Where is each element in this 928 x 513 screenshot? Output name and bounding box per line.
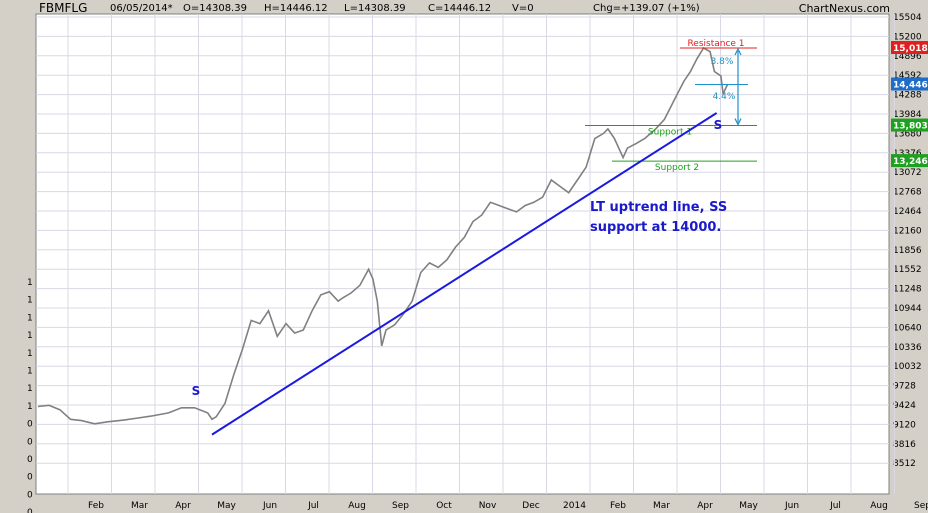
left-axis-label: 1: [27, 349, 33, 359]
left-axis-label: 1: [27, 384, 33, 394]
x-tick-label: Jul: [307, 501, 319, 511]
quote-low: L=14308.39: [344, 3, 406, 14]
x-tick-label: May: [217, 501, 236, 511]
x-tick-label: Feb: [88, 501, 104, 511]
x-tick-label: 2014: [563, 501, 586, 511]
y-tick-label: 12464: [893, 207, 922, 217]
y-tick-label: 8816: [893, 440, 916, 450]
quote-change: Chg=+139.07 (+1%): [593, 3, 700, 14]
x-tick-label: Oct: [436, 501, 452, 511]
pct-down-label: 4.4%: [713, 92, 736, 102]
y-tick-label: 11856: [893, 246, 922, 256]
trend-start-label: S: [192, 384, 201, 398]
price-tag-resistance-1-bg: [891, 41, 928, 55]
y-tick-label: 10944: [893, 304, 922, 314]
note-line-2: support at 14000.: [590, 220, 721, 235]
y-tick-label: 13376: [893, 149, 922, 159]
brand-label: ChartNexus.com: [798, 2, 890, 15]
price-tag-support-2: 13,246: [893, 157, 928, 167]
left-axis-label: 1: [27, 331, 33, 341]
left-axis-label: 1: [27, 313, 33, 323]
x-tick-label: Jul: [829, 501, 841, 511]
left-axis-label: 0: [27, 437, 33, 447]
price-tag-current: 14,446: [893, 81, 928, 91]
plot-area: [35, 13, 890, 495]
x-tick-label: Feb: [610, 501, 626, 511]
x-tick-label: Nov: [479, 501, 497, 511]
y-tick-label: 11248: [893, 285, 922, 295]
trend-end-label: S: [714, 118, 723, 132]
x-tick-label: Dec: [522, 501, 539, 511]
ticker-symbol: FBMFLG: [39, 1, 88, 15]
y-tick-label: 8512: [893, 459, 916, 469]
quote-date: 06/05/2014*: [110, 3, 173, 14]
left-axis-label: 0: [27, 508, 33, 513]
left-axis-label: 1: [27, 278, 33, 288]
price-series-line: [37, 46, 729, 425]
left-axis-label: 1: [27, 296, 33, 306]
x-tick-label: Jun: [784, 501, 799, 511]
left-axis-label: 1: [27, 367, 33, 377]
y-tick-label: 9728: [893, 382, 916, 392]
y-tick-label: 14896: [893, 52, 922, 62]
quote-close: C=14446.12: [428, 3, 492, 14]
y-tick-label: 11552: [893, 265, 922, 275]
uptrend-line: [211, 112, 718, 436]
x-tick-label: Sep: [914, 501, 928, 511]
quote-high: H=14446.12: [264, 3, 328, 14]
left-axis-label: 0: [27, 473, 33, 483]
support-1-label: Support 1: [648, 128, 692, 138]
y-tick-label: 10336: [893, 343, 922, 353]
x-tick-label: Mar: [131, 501, 148, 511]
price-tag-resistance-1: 15,018: [893, 44, 928, 54]
left-axis-label: 1: [27, 402, 33, 412]
left-axis-label: 0: [27, 490, 33, 500]
y-tick-label: 13984: [893, 110, 922, 120]
support-2-label: Support 2: [655, 163, 699, 173]
y-tick-label: 13680: [893, 129, 922, 139]
price-tag-support-1-bg: [891, 118, 928, 132]
y-tick-label: 12160: [893, 226, 922, 236]
y-tick-label: 9120: [893, 420, 916, 430]
note-line-1: LT uptrend line, SS: [590, 200, 727, 215]
x-tick-label: Apr: [697, 501, 713, 511]
left-axis-label: 0: [27, 420, 33, 430]
price-tag-support-2-bg: [891, 154, 928, 168]
price-tag-support-1: 13,803: [893, 122, 928, 132]
x-tick-label: Apr: [175, 501, 191, 511]
y-tick-label: 15200: [893, 32, 922, 42]
pct-up-label: 3.8%: [711, 57, 734, 67]
y-tick-label: 10032: [893, 362, 922, 372]
left-axis-label: 0: [27, 455, 33, 465]
price-tag-current-bg: [891, 77, 928, 91]
y-tick-label: 14288: [893, 91, 922, 101]
x-tick-label: Aug: [870, 501, 888, 511]
y-tick-label: 14592: [893, 71, 922, 81]
measure-arrow-head-up: [734, 47, 742, 56]
x-tick-label: Aug: [348, 501, 366, 511]
x-tick-label: Mar: [653, 501, 670, 511]
y-tick-label: 9424: [893, 401, 916, 411]
y-tick-label: 15504: [893, 13, 922, 23]
y-tick-label: 12768: [893, 188, 922, 198]
quote-volume: V=0: [512, 3, 534, 14]
quote-open: O=14308.39: [183, 3, 247, 14]
x-tick-label: Jun: [262, 501, 277, 511]
measure-arrow-head-down: [734, 118, 742, 126]
resistance-1-label: Resistance 1: [687, 39, 744, 49]
x-tick-label: May: [739, 501, 758, 511]
x-tick-label: Sep: [392, 501, 409, 511]
y-tick-label: 10640: [893, 323, 922, 333]
y-tick-label: 13072: [893, 168, 922, 178]
